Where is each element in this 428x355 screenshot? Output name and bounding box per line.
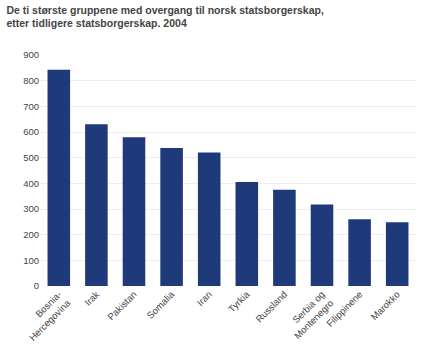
svg-text:0: 0 <box>34 280 39 291</box>
svg-text:500: 500 <box>23 152 39 163</box>
svg-text:De ti største gruppene med ove: De ti største gruppene med overgang til … <box>6 4 323 30</box>
svg-text:200: 200 <box>23 229 39 240</box>
svg-text:800: 800 <box>23 75 39 86</box>
svg-text:Filippinene: Filippinene <box>324 289 364 329</box>
svg-text:300: 300 <box>23 203 39 214</box>
svg-text:Somalia: Somalia <box>144 288 177 321</box>
svg-text:Marokko: Marokko <box>368 289 402 323</box>
svg-text:700: 700 <box>23 101 39 112</box>
svg-text:900: 900 <box>23 49 39 60</box>
svg-text:100: 100 <box>23 255 39 266</box>
svg-text:Pakistan: Pakistan <box>105 289 139 323</box>
svg-text:Iran: Iran <box>195 289 214 308</box>
svg-text:Bosnia-Hercegovina: Bosnia-Hercegovina <box>18 288 73 343</box>
svg-text:Tyrkia: Tyrkia <box>226 288 252 314</box>
svg-text:Serbia ogMontenegro: Serbia ogMontenegro <box>283 289 335 341</box>
svg-text:Russland: Russland <box>253 289 289 325</box>
svg-text:600: 600 <box>23 126 39 137</box>
svg-text:400: 400 <box>23 178 39 189</box>
svg-text:Irak: Irak <box>82 289 101 308</box>
